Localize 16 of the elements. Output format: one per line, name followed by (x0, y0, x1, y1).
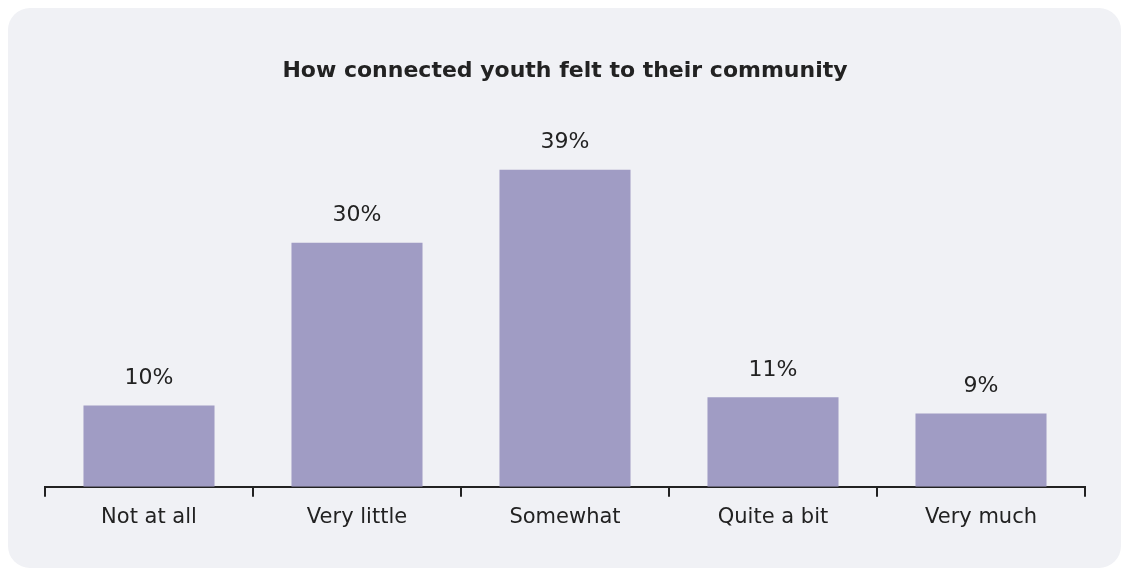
x-tick-label: Quite a bit (717, 503, 829, 528)
x-tick-label: Not at all (101, 503, 197, 528)
data-label: 30% (332, 201, 382, 227)
x-tick-label: Very much (924, 503, 1038, 528)
bar (291, 242, 423, 487)
x-tick-label: Somewhat (509, 503, 621, 528)
bar (915, 413, 1047, 487)
data-label: 9% (963, 372, 999, 398)
data-label: 11% (748, 356, 798, 381)
x-tick-label: Very little (306, 503, 408, 528)
bar (707, 397, 839, 487)
bar (83, 405, 215, 487)
bar (499, 169, 631, 487)
data-label: 10% (124, 364, 174, 390)
data-label: 39% (540, 128, 590, 154)
chart-title: How connected youth felt to their community (282, 56, 848, 82)
